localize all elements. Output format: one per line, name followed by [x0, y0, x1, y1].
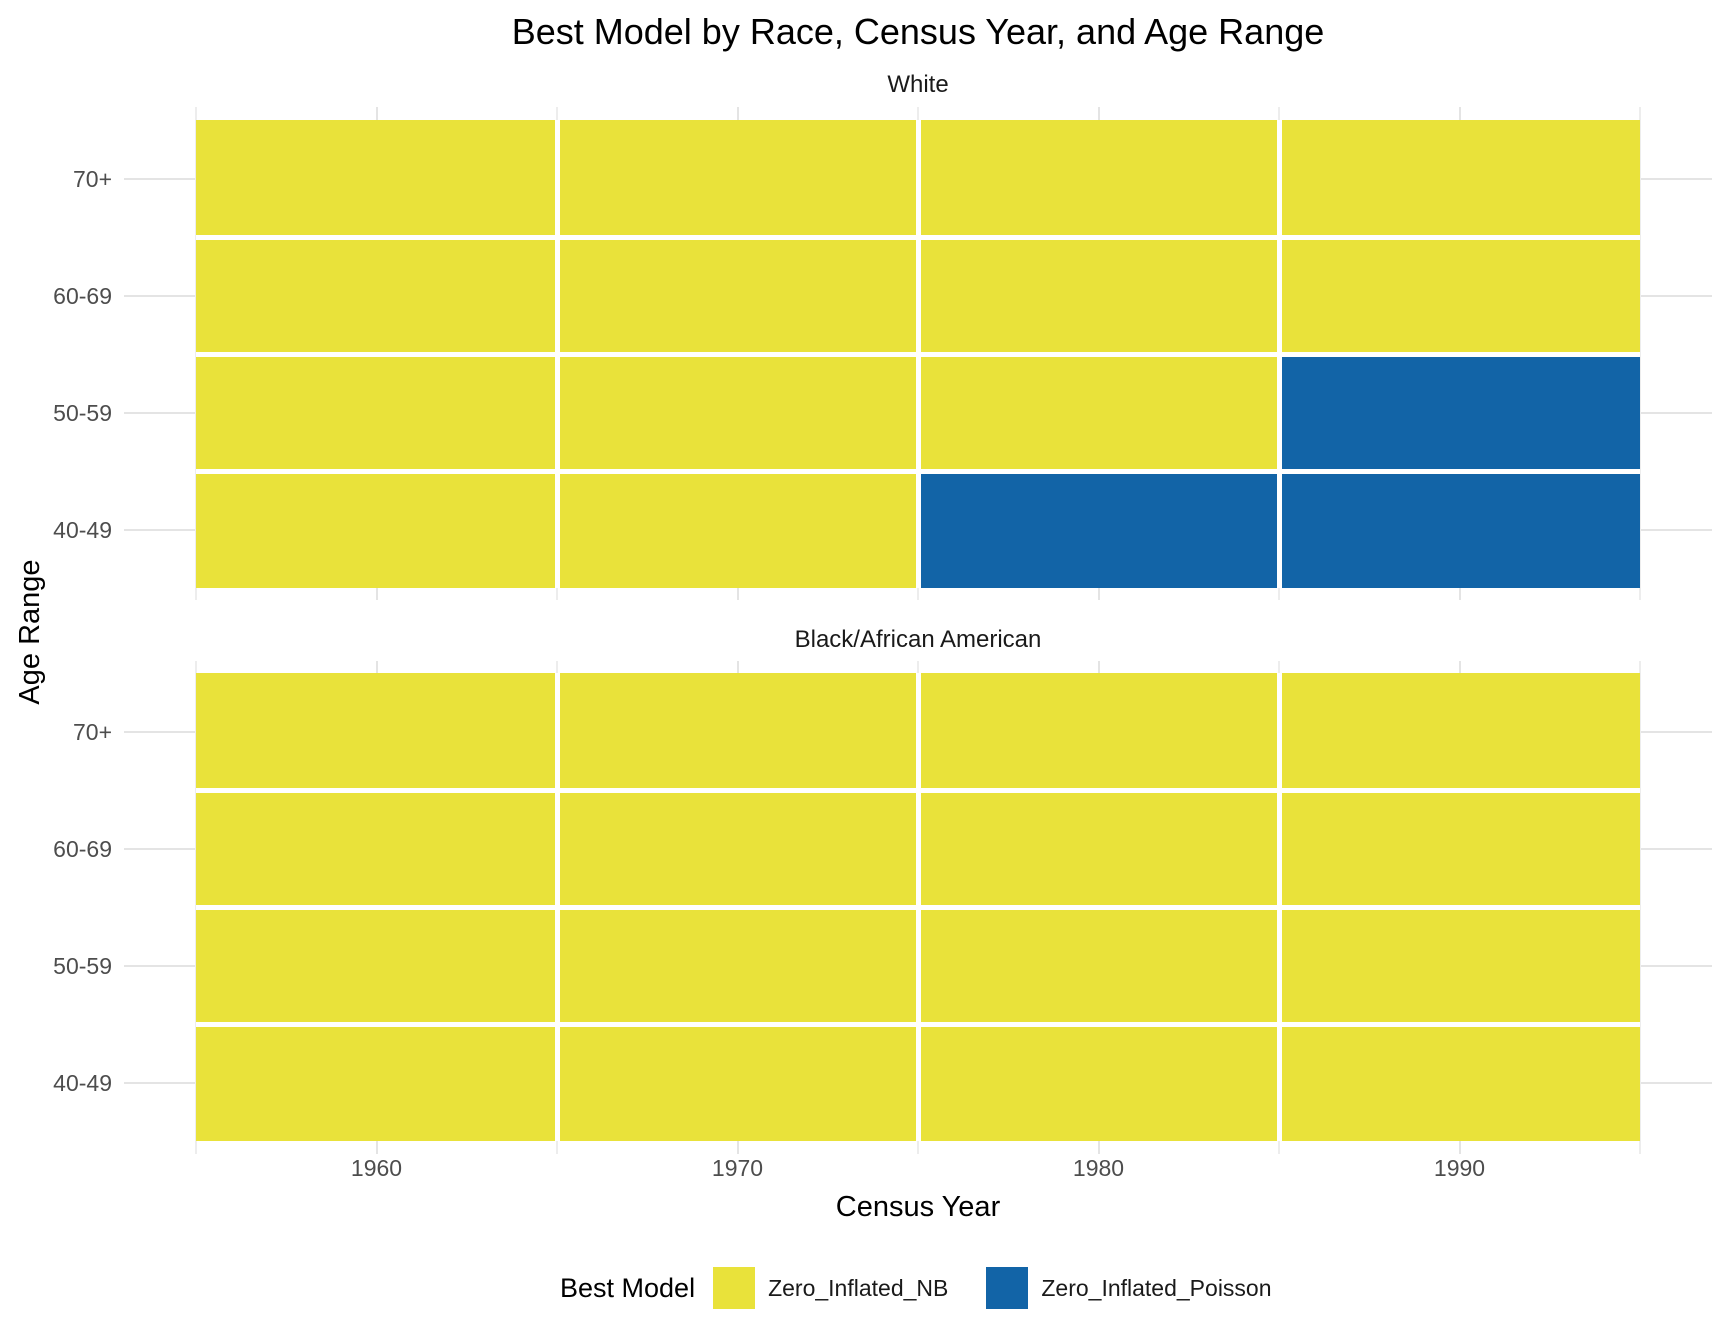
x-tick-label: 1970 — [711, 1155, 764, 1181]
tile — [1279, 354, 1640, 471]
tile-gap-horizontal — [196, 787, 1640, 793]
legend-title: Best Model — [560, 1272, 696, 1303]
tile-gap-horizontal — [196, 468, 1640, 474]
legend-label-zero-inflated-nb: Zero_Inflated_NB — [768, 1274, 949, 1301]
chart-title: Best Model by Race, Census Year, and Age… — [511, 11, 1325, 52]
tile — [557, 237, 918, 354]
tile-gap-horizontal — [196, 904, 1640, 910]
x-tick-label: 1990 — [1433, 1155, 1486, 1181]
facet-strip-black-african-american: Black/African American — [794, 626, 1042, 653]
tile — [1279, 907, 1640, 1024]
tile — [918, 907, 1279, 1024]
tile — [918, 790, 1279, 907]
tile — [557, 120, 918, 237]
tile — [196, 354, 557, 471]
y-tick-label: 40-49 — [53, 1069, 112, 1096]
tile — [918, 471, 1279, 588]
tile — [1279, 790, 1640, 907]
legend-key-zero-inflated-nb-swatch — [713, 1267, 756, 1309]
x-tick-label: 1960 — [350, 1155, 403, 1181]
x-axis-title: Census Year — [835, 1191, 1001, 1223]
tile — [1279, 471, 1640, 588]
tile — [918, 673, 1279, 790]
tile — [918, 237, 1279, 354]
tile — [196, 790, 557, 907]
tile-gap-horizontal — [196, 234, 1640, 240]
tile — [196, 120, 557, 237]
tile — [557, 907, 918, 1024]
tile — [557, 673, 918, 790]
y-tick-label: 60-69 — [53, 835, 112, 862]
tile — [918, 1024, 1279, 1141]
tile — [918, 354, 1279, 471]
x-tick-label: 1980 — [1072, 1155, 1125, 1181]
tile — [196, 1024, 557, 1141]
tile — [196, 471, 557, 588]
y-tick-label: 70+ — [72, 165, 112, 192]
legend: Best Model Zero_Inflated_NB Zero_Inflate… — [560, 1263, 1310, 1313]
tile-gap-horizontal — [196, 1021, 1640, 1027]
tile — [1279, 120, 1640, 237]
y-tick-label: 40-49 — [53, 516, 112, 543]
tile — [557, 1024, 918, 1141]
tile — [1279, 673, 1640, 790]
tile — [196, 673, 557, 790]
y-tick-label: 60-69 — [53, 282, 112, 309]
y-tick-label: 50-59 — [53, 952, 112, 979]
gridline-vertical-minor — [1639, 107, 1641, 600]
tile — [196, 237, 557, 354]
y-tick-label: 70+ — [72, 718, 112, 745]
tile-gap-horizontal — [196, 351, 1640, 357]
tile — [557, 790, 918, 907]
tile — [918, 120, 1279, 237]
tile — [557, 471, 918, 588]
legend-label-zero-inflated-poisson: Zero_Inflated_Poisson — [1041, 1274, 1272, 1301]
gridline-vertical-minor — [1639, 661, 1641, 1154]
y-tick-label: 50-59 — [53, 399, 112, 426]
tile — [196, 907, 557, 1024]
legend-entry-zero-inflated-poisson: Zero_Inflated_Poisson — [986, 1267, 1272, 1309]
legend-entry-zero-inflated-nb: Zero_Inflated_NB — [713, 1267, 948, 1309]
legend-key-zero-inflated-poisson-swatch — [986, 1267, 1029, 1309]
tile — [1279, 1024, 1640, 1141]
facet-strip-white: White — [887, 71, 949, 98]
tile — [1279, 237, 1640, 354]
tile — [557, 354, 918, 471]
